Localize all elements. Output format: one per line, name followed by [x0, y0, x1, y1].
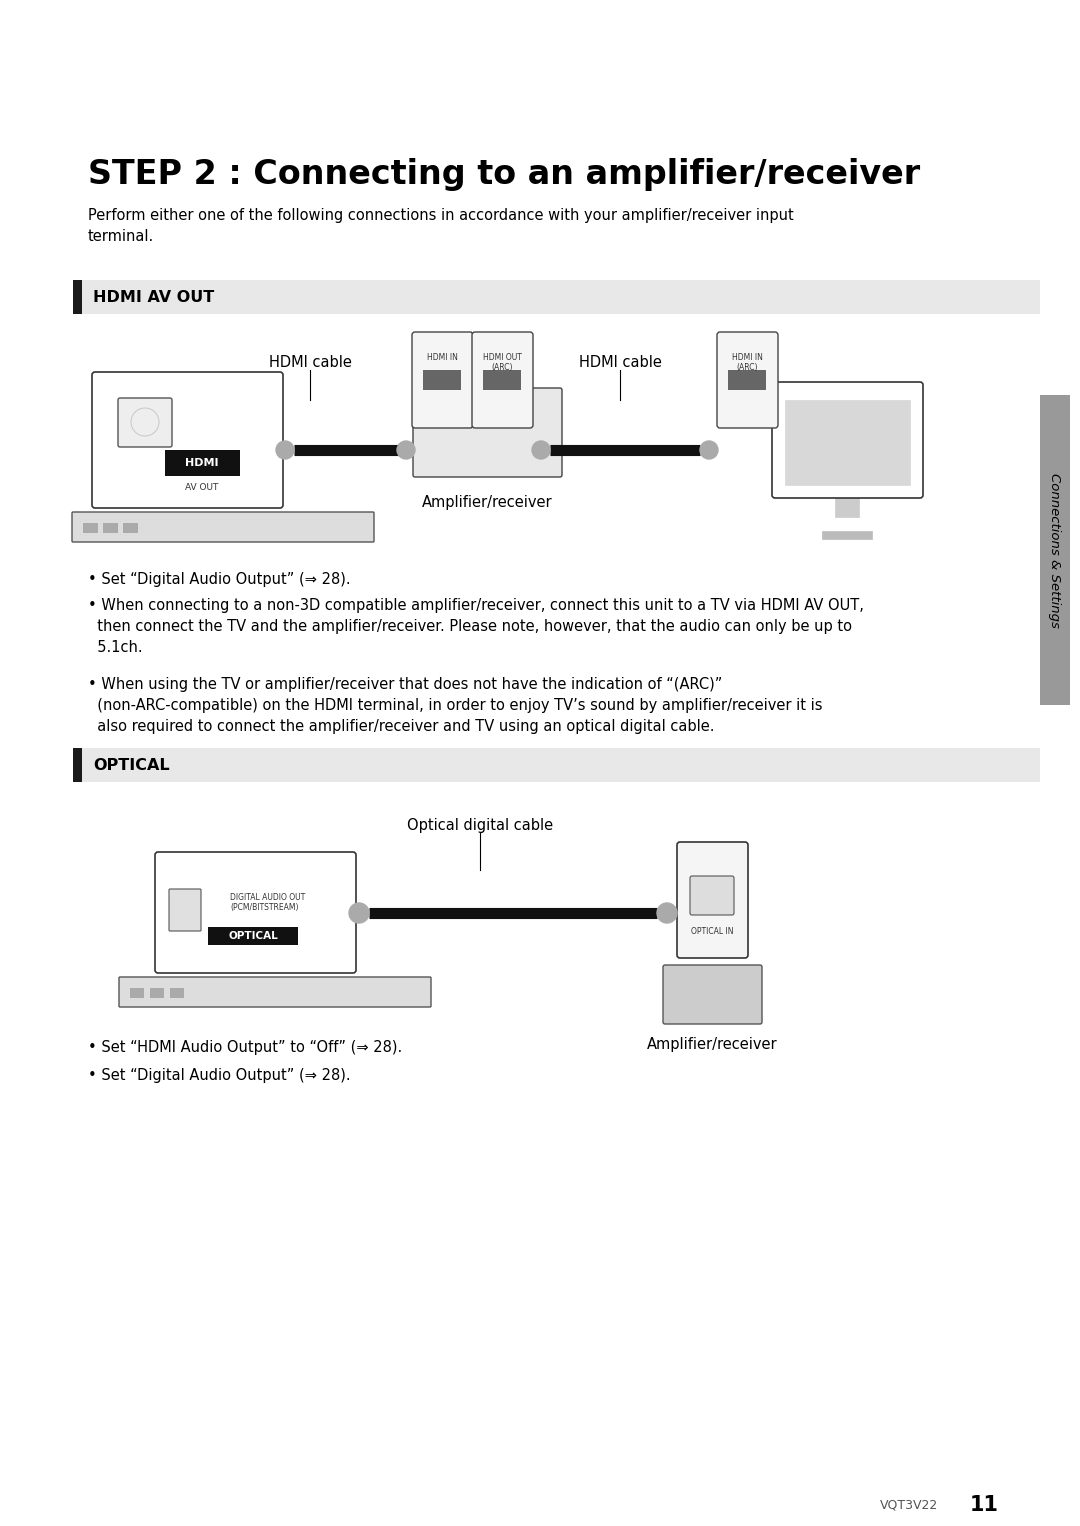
FancyBboxPatch shape: [772, 382, 923, 497]
Bar: [123, 523, 138, 533]
Text: OPTICAL: OPTICAL: [228, 931, 278, 942]
Circle shape: [700, 441, 718, 459]
FancyBboxPatch shape: [663, 964, 762, 1024]
Bar: [423, 369, 461, 391]
Text: HDMI IN: HDMI IN: [427, 353, 458, 362]
Bar: [835, 494, 859, 517]
Bar: [73, 279, 82, 314]
FancyBboxPatch shape: [677, 842, 748, 958]
FancyBboxPatch shape: [119, 977, 431, 1007]
Text: HDMI cable: HDMI cable: [269, 356, 351, 369]
Bar: [165, 450, 240, 476]
Text: DIGITAL AUDIO OUT
(PCM/BITSTREAM): DIGITAL AUDIO OUT (PCM/BITSTREAM): [230, 893, 306, 913]
Circle shape: [349, 903, 369, 923]
Text: • Set “Digital Audio Output” (⇒ 28).: • Set “Digital Audio Output” (⇒ 28).: [87, 572, 351, 588]
Bar: [483, 369, 521, 391]
Circle shape: [276, 441, 294, 459]
FancyBboxPatch shape: [72, 513, 374, 542]
Bar: [73, 748, 82, 781]
Text: Amplifier/receiver: Amplifier/receiver: [422, 494, 553, 510]
FancyBboxPatch shape: [168, 890, 201, 931]
Text: Perform either one of the following connections in accordance with your amplifie: Perform either one of the following conn…: [87, 208, 794, 244]
Bar: [728, 369, 766, 391]
Text: HDMI: HDMI: [186, 458, 219, 468]
Text: VQT3V22: VQT3V22: [880, 1499, 939, 1511]
Text: HDMI OUT
(ARC): HDMI OUT (ARC): [483, 353, 522, 372]
Bar: [822, 531, 872, 539]
Circle shape: [532, 441, 550, 459]
Circle shape: [657, 903, 677, 923]
FancyBboxPatch shape: [690, 876, 734, 916]
Bar: [208, 926, 298, 945]
FancyBboxPatch shape: [411, 333, 473, 427]
Text: • Set “Digital Audio Output” (⇒ 28).: • Set “Digital Audio Output” (⇒ 28).: [87, 1068, 351, 1083]
Text: Amplifier/receiver: Amplifier/receiver: [647, 1038, 778, 1051]
Bar: [83, 523, 98, 533]
Text: HDMI IN
(ARC): HDMI IN (ARC): [732, 353, 762, 372]
Text: 11: 11: [970, 1495, 999, 1515]
Bar: [130, 987, 144, 998]
Bar: [170, 987, 184, 998]
Text: STEP 2 : Connecting to an amplifier/receiver: STEP 2 : Connecting to an amplifier/rece…: [87, 159, 920, 191]
Bar: [73, 279, 1040, 314]
Text: HDMI AV OUT: HDMI AV OUT: [93, 290, 214, 305]
Text: • Set “HDMI Audio Output” to “Off” (⇒ 28).: • Set “HDMI Audio Output” to “Off” (⇒ 28…: [87, 1041, 402, 1054]
Circle shape: [397, 441, 415, 459]
FancyBboxPatch shape: [717, 333, 778, 427]
FancyBboxPatch shape: [156, 852, 356, 974]
FancyBboxPatch shape: [472, 333, 534, 427]
FancyBboxPatch shape: [118, 398, 172, 447]
Text: HDMI cable: HDMI cable: [579, 356, 661, 369]
Bar: [1040, 395, 1070, 705]
Bar: [150, 987, 164, 998]
FancyBboxPatch shape: [413, 388, 562, 478]
Text: OPTICAL: OPTICAL: [93, 758, 170, 774]
Bar: [785, 400, 910, 485]
Text: OPTICAL IN: OPTICAL IN: [691, 926, 733, 935]
Text: AV OUT: AV OUT: [186, 482, 218, 491]
Text: Optical digital cable: Optical digital cable: [407, 818, 553, 833]
Text: • When using the TV or amplifier/receiver that does not have the indication of “: • When using the TV or amplifier/receive…: [87, 678, 823, 734]
Bar: [103, 523, 118, 533]
Text: • When connecting to a non-3D compatible amplifier/receiver, connect this unit t: • When connecting to a non-3D compatible…: [87, 598, 864, 655]
Text: Connections & Settings: Connections & Settings: [1049, 473, 1062, 627]
FancyBboxPatch shape: [92, 372, 283, 508]
Bar: [73, 748, 1040, 781]
